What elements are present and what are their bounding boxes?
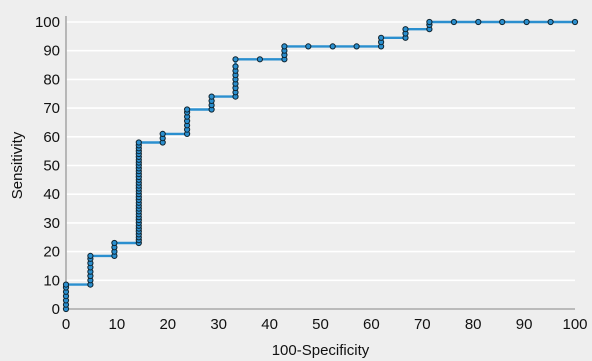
roc-point-97 — [499, 18, 506, 26]
x-tick-label-30: 30 — [210, 316, 227, 333]
roc-point-94 — [426, 18, 433, 26]
roc-point-64 — [184, 106, 191, 113]
roc-point-77 — [232, 56, 239, 63]
roc-point-99 — [547, 18, 554, 26]
y-tick-label-10: 10 — [43, 272, 60, 289]
roc-point-88 — [378, 34, 385, 41]
axes — [65, 16, 575, 310]
roc-point-76 — [232, 63, 239, 70]
roc-point-78 — [256, 56, 263, 63]
roc-point-54 — [135, 139, 142, 146]
roc-point-6 — [62, 281, 70, 288]
x-tick-label-60: 60 — [363, 316, 380, 333]
y-tick-label-50: 50 — [43, 158, 60, 175]
roc-point-96 — [475, 18, 482, 26]
roc-point-100 — [571, 18, 579, 26]
roc-point-95 — [450, 18, 457, 26]
roc-point-83 — [305, 43, 312, 50]
roc-point-91 — [402, 26, 409, 33]
roc-point-82 — [281, 43, 288, 50]
y-axis-title: Sensitivity — [9, 131, 26, 199]
y-tick-label-90: 90 — [43, 43, 60, 60]
x-tick-label-100: 100 — [562, 316, 587, 333]
roc-point-68 — [208, 93, 215, 100]
y-tick-label-0: 0 — [52, 301, 60, 318]
x-tick-label-80: 80 — [465, 316, 482, 333]
y-tick-label-100: 100 — [35, 14, 60, 31]
x-tick-label-10: 10 — [109, 316, 126, 333]
y-tick-label-40: 40 — [43, 186, 60, 203]
y-tick-label-70: 70 — [43, 100, 60, 117]
roc-point-85 — [353, 43, 360, 50]
grid — [66, 21, 575, 282]
tick-labels: 0 10 20 30 40 50 60 70 80 90 100 0 10 20 30 40 50 60 70 80 9… — [35, 14, 588, 333]
roc-point-57 — [159, 130, 166, 137]
x-tick-label-20: 20 — [159, 316, 176, 333]
y-tick-label-30: 30 — [43, 215, 60, 232]
roc-point-14 — [87, 252, 94, 259]
y-tick-label-20: 20 — [43, 244, 60, 261]
x-axis-title: 100-Specificity — [272, 342, 370, 359]
x-tick-label-70: 70 — [414, 316, 431, 333]
y-tick-label-80: 80 — [43, 71, 60, 88]
roc-points — [62, 18, 579, 313]
x-tick-label-0: 0 — [62, 316, 70, 333]
x-tick-label-50: 50 — [312, 316, 329, 333]
roc-point-98 — [523, 18, 530, 26]
roc-point-18 — [111, 239, 118, 247]
roc-point-84 — [329, 43, 336, 50]
y-tick-label-60: 60 — [43, 129, 60, 146]
x-tick-label-40: 40 — [261, 316, 278, 333]
x-tick-label-90: 90 — [516, 316, 533, 333]
